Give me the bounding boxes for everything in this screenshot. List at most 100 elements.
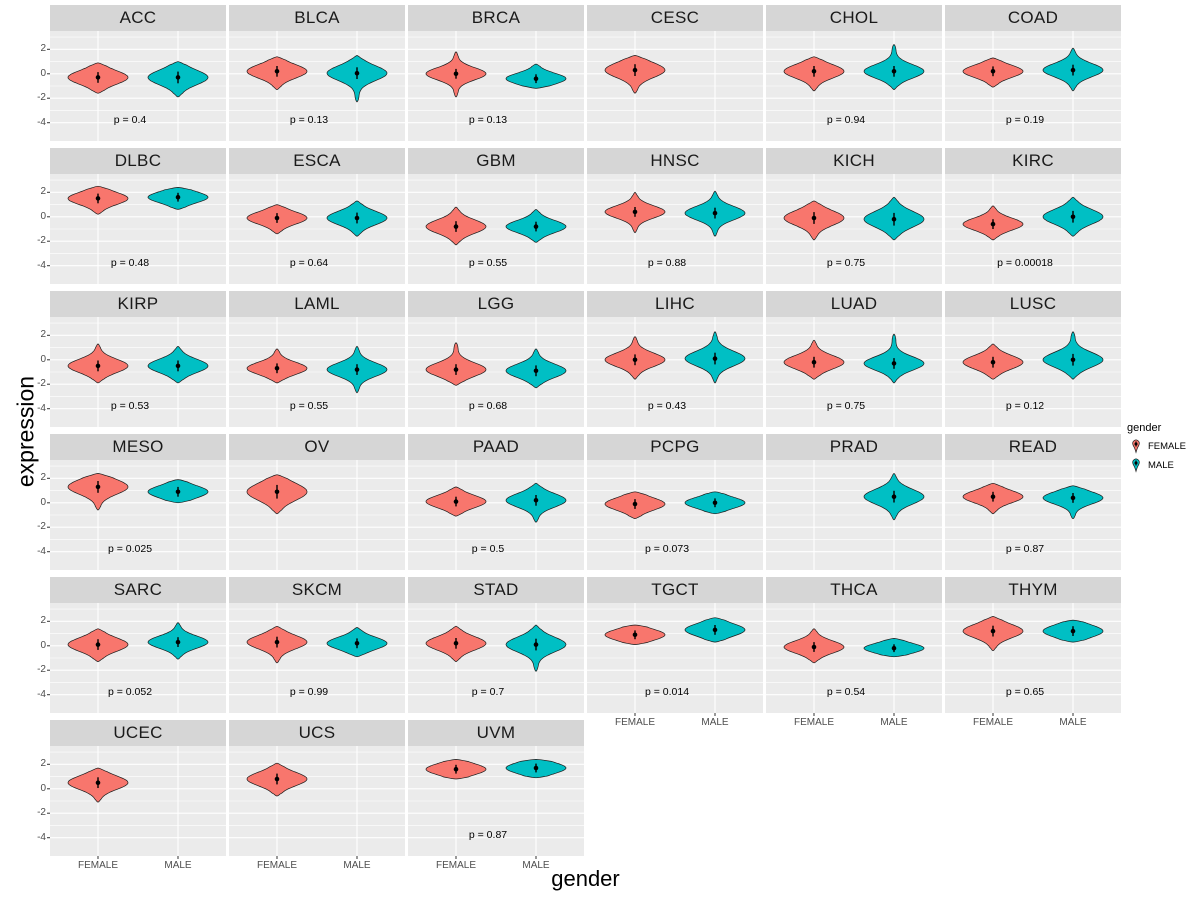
median-point-female <box>990 628 996 634</box>
y-tick-label: 2 <box>40 758 46 770</box>
p-value-label: p = 0.052 <box>108 686 152 698</box>
facet-strip: ACC <box>50 5 226 31</box>
median-point-female <box>453 641 459 646</box>
p-value-label: p = 0.55 <box>290 400 328 412</box>
facet: PAAD p = 0.5 <box>408 434 584 570</box>
median-point-female <box>95 363 101 369</box>
violin-plot-svg: p = 0.55 <box>229 317 405 427</box>
y-tick-label: 2 <box>40 615 46 627</box>
facet-title: LUSC <box>1009 294 1057 313</box>
median-point-female <box>632 67 638 73</box>
median-point-male <box>712 210 718 216</box>
violin-plot-svg: p = 0.00018 <box>945 174 1121 284</box>
facet: MESO p = 0.025 2 0 -2 -4 <box>37 434 226 570</box>
facet-title: READ <box>1008 437 1058 456</box>
facet: ESCA p = 0.64 <box>229 148 405 284</box>
facet-panel: p = 0.75 <box>766 317 942 427</box>
violin-plot-svg <box>587 31 763 141</box>
facet-strip: THCA <box>766 577 942 603</box>
median-point-female <box>811 69 817 74</box>
facet-strip: READ <box>945 434 1121 460</box>
p-value-label: p = 0.13 <box>469 114 507 126</box>
facet-panel: p = 0.99 <box>229 603 405 713</box>
facet: READ p = 0.87 <box>945 434 1121 570</box>
violin-plot-svg <box>229 746 405 859</box>
p-value-label: p = 0.65 <box>1006 686 1044 698</box>
facet-panel: p = 0.025 <box>47 460 226 570</box>
facet: UCEC FEMALE MALE 2 0 -2 -4 <box>37 720 226 871</box>
facet-panel <box>766 460 942 570</box>
violin-plot-svg: p = 0.75 <box>766 317 942 427</box>
legend-entry-label: MALE <box>1148 459 1174 471</box>
facet: LIHC p = 0.43 <box>587 291 763 427</box>
median-point-male <box>175 75 181 80</box>
facet-title: UCS <box>298 723 336 742</box>
facet-title: LGG <box>477 294 515 313</box>
facet-panel: p = 0.4 <box>47 31 226 141</box>
facet-title: LIHC <box>655 294 695 313</box>
facet: COAD p = 0.19 <box>945 5 1121 141</box>
violin-plot-svg: p = 0.88 <box>587 174 763 284</box>
facet: LGG p = 0.68 <box>408 291 584 427</box>
facet-panel: p = 0.19 <box>945 31 1121 141</box>
facet: GBM p = 0.55 <box>408 148 584 284</box>
violin-plot-svg: p = 0.64 <box>229 174 405 284</box>
p-value-label: p = 0.54 <box>827 686 865 698</box>
y-tick-label: 2 <box>40 472 46 484</box>
facet-panel: p = 0.13 <box>229 31 405 141</box>
median-point-male <box>1070 67 1076 73</box>
p-value-label: p = 0.13 <box>290 114 328 126</box>
facet-strip: SARC <box>50 577 226 603</box>
facet-strip: GBM <box>408 148 584 174</box>
y-tick-label: -2 <box>37 664 46 676</box>
facet-strip: LIHC <box>587 291 763 317</box>
facet-strip: COAD <box>945 5 1121 31</box>
violin-plot-svg: p = 0.4 <box>47 31 226 141</box>
p-value-label: p = 0.014 <box>645 686 689 698</box>
y-tick-label: -4 <box>37 402 46 414</box>
violin-plot-svg: p = 0.48 <box>47 174 226 284</box>
median-point-male <box>1070 495 1076 501</box>
facet-title: THCA <box>830 580 878 599</box>
median-point-female <box>95 484 101 490</box>
median-point-female <box>811 644 817 650</box>
x-axis-title: gender <box>551 866 620 891</box>
p-value-label: p = 0.025 <box>108 543 152 555</box>
median-point-male <box>533 498 539 503</box>
facet-title: DLBC <box>114 151 162 170</box>
facet-panel: p = 0.94 <box>766 31 942 141</box>
violin-plot-svg: p = 0.99 <box>229 603 405 713</box>
p-value-label: p = 0.00018 <box>997 257 1053 269</box>
facet-title: THYM <box>1008 580 1058 599</box>
facet-panel: p = 0.68 <box>408 317 584 427</box>
facet-title: UVM <box>476 723 516 742</box>
facet: SKCM p = 0.99 <box>229 577 405 713</box>
legend-key-violin-icon <box>1127 456 1145 474</box>
p-value-label: p = 0.64 <box>290 257 328 269</box>
p-value-label: p = 0.5 <box>472 543 505 555</box>
p-value-label: p = 0.12 <box>1006 400 1044 412</box>
legend-key-violin-icon <box>1127 437 1145 455</box>
median-point-male <box>354 215 360 221</box>
median-point-female <box>274 776 280 782</box>
facet-strip: PRAD <box>766 434 942 460</box>
facet-panel: p = 0.12 <box>945 317 1121 427</box>
facet-strip: KICH <box>766 148 942 174</box>
facet-title: LAML <box>294 294 340 313</box>
legend-entry: MALE <box>1127 456 1186 474</box>
facet-strip: TGCT <box>587 577 763 603</box>
facet-title: STAD <box>473 580 519 599</box>
median-point-male <box>1070 214 1076 220</box>
facet-panel: p = 0.5 <box>408 460 584 570</box>
violin-plot-svg <box>229 460 405 570</box>
facet-title: PAAD <box>472 437 520 456</box>
violin-plot-svg: p = 0.94 <box>766 31 942 141</box>
median-point-female <box>453 766 459 772</box>
x-tick-label: MALE <box>522 860 550 871</box>
facet-title: SKCM <box>291 580 343 599</box>
median-point-female <box>95 196 101 201</box>
facet: PCPG p = 0.073 <box>587 434 763 570</box>
facet-strip: LAML <box>229 291 405 317</box>
facet: LAML p = 0.55 <box>229 291 405 427</box>
